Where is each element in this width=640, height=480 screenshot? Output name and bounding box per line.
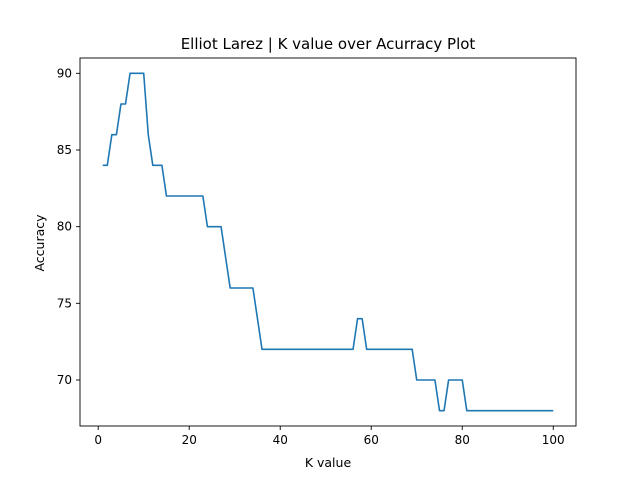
y-axis-ticks: 70 75 80 85 90	[57, 66, 80, 387]
y-tick-label: 75	[57, 296, 72, 310]
x-axis-label: K value	[305, 455, 352, 470]
y-tick-label: 70	[57, 373, 72, 387]
y-axis-label: Accuracy	[32, 214, 47, 272]
x-tick-label: 0	[94, 433, 102, 447]
series-line-0	[102, 72, 554, 412]
x-tick-label: 40	[273, 433, 288, 447]
x-tick-label: 100	[542, 433, 565, 447]
chart-title: Elliot Larez | K value over Acurracy Plo…	[181, 35, 476, 53]
y-tick-label: 90	[57, 66, 72, 80]
x-tick-label: 80	[455, 433, 470, 447]
y-tick-label: 80	[57, 220, 72, 234]
axes-frame	[79, 57, 577, 427]
y-tick-label: 85	[57, 143, 72, 157]
plot-area	[79, 57, 577, 427]
x-tick-label: 20	[182, 433, 197, 447]
x-tick-label: 60	[364, 433, 379, 447]
x-axis-ticks: 0 20 40 60 80 100	[94, 426, 565, 447]
